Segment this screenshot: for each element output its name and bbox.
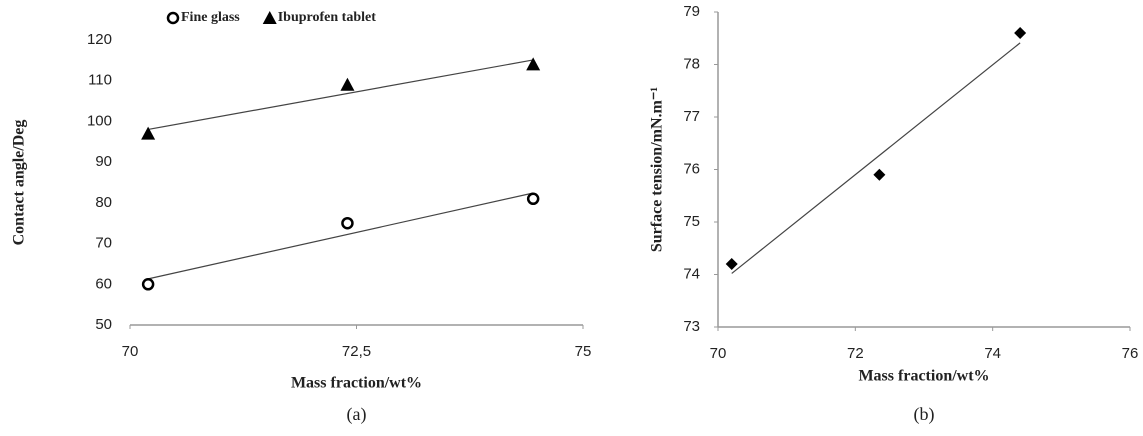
x-axis-title: Mass fraction/wt%	[858, 368, 989, 385]
legend-label: Fine glass	[181, 10, 240, 25]
y-axis-title: Surface tension/mN.m⁻¹	[649, 87, 666, 252]
trend-line	[147, 192, 534, 280]
point	[341, 216, 354, 230]
x-tick-label: 74	[984, 345, 1001, 362]
legend-label: Ibuprofen tablet	[278, 10, 376, 25]
x-axis-title: Mass fraction/wt%	[291, 375, 422, 392]
trend-line	[731, 42, 1021, 274]
point	[526, 57, 541, 71]
point	[262, 11, 277, 24]
y-tick-label: 90	[95, 153, 112, 170]
y-tick-label: 60	[95, 275, 112, 292]
y-tick-label: 100	[87, 112, 112, 129]
point	[166, 11, 180, 25]
y-tick-label: 73	[683, 318, 700, 335]
point	[725, 258, 738, 270]
point	[526, 192, 540, 206]
y-tick-label: 77	[683, 108, 700, 125]
y-tick-label: 80	[95, 194, 112, 211]
point	[340, 77, 355, 91]
y-tick-label: 74	[683, 265, 700, 282]
y-tick-label: 120	[87, 31, 112, 48]
caption: (a)	[347, 404, 367, 425]
y-tick-label: 79	[683, 3, 700, 20]
point	[141, 126, 156, 140]
point	[873, 168, 886, 181]
caption: (b)	[914, 404, 935, 425]
x-tick-label: 70	[122, 343, 139, 360]
y-tick-label: 70	[95, 235, 112, 252]
point	[141, 278, 155, 291]
x-tick-label: 76	[1122, 345, 1139, 362]
y-tick-label: 110	[88, 72, 112, 89]
x-tick-label: 75	[575, 343, 592, 360]
x-tick-label: 70	[710, 345, 727, 362]
trend-line	[148, 59, 534, 131]
y-tick-label: 75	[683, 213, 700, 230]
y-tick-label: 50	[95, 316, 112, 333]
point	[1014, 27, 1027, 39]
x-tick-label: 72,5	[342, 343, 371, 360]
x-tick-label: 72	[847, 345, 864, 362]
y-tick-label: 76	[683, 160, 700, 177]
y-tick-label: 78	[683, 55, 700, 72]
y-axis-title: Contact angle/Deg	[11, 120, 28, 246]
